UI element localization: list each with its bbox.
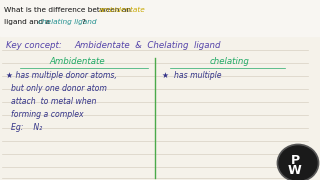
Text: ambidentate: ambidentate xyxy=(99,7,146,13)
Text: ★  has multiple: ★ has multiple xyxy=(162,71,221,80)
Text: chelating ligand: chelating ligand xyxy=(38,19,97,25)
Text: chelating: chelating xyxy=(210,57,250,66)
Text: What is the difference between an: What is the difference between an xyxy=(4,7,133,13)
Ellipse shape xyxy=(279,146,317,180)
Text: ★ has multiple donor atoms,: ★ has multiple donor atoms, xyxy=(6,71,117,80)
Text: forming a complex: forming a complex xyxy=(6,110,84,119)
Bar xyxy=(0,0,320,36)
Text: but only one donor atom: but only one donor atom xyxy=(6,84,107,93)
Text: Eg:    N₂: Eg: N₂ xyxy=(6,123,42,132)
Text: Ambidentate  &  Chelating  ligand: Ambidentate & Chelating ligand xyxy=(74,41,220,50)
Bar xyxy=(0,36,320,180)
Text: ?: ? xyxy=(82,19,85,25)
Text: P: P xyxy=(291,154,300,167)
Text: Key concept:: Key concept: xyxy=(6,41,62,50)
Text: ligand and a: ligand and a xyxy=(4,19,52,25)
Text: W: W xyxy=(288,164,302,177)
Text: attach  to metal when: attach to metal when xyxy=(6,97,96,106)
Text: Ambidentate: Ambidentate xyxy=(49,57,105,66)
